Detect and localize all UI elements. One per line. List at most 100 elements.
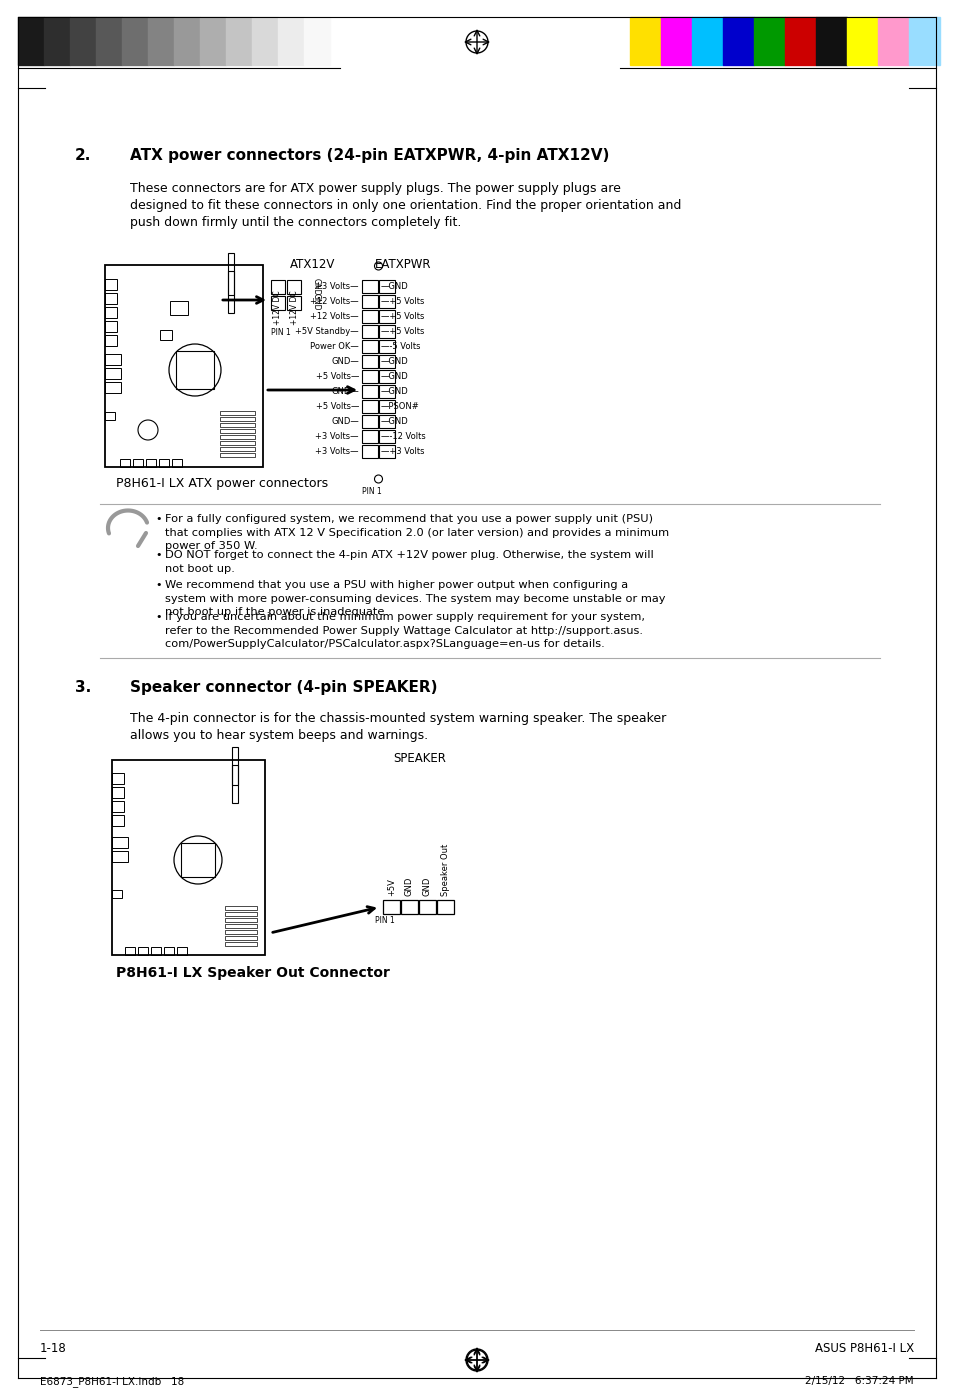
Bar xyxy=(112,814,124,825)
Bar xyxy=(225,906,256,910)
Bar xyxy=(160,330,172,340)
Bar xyxy=(220,411,254,415)
Bar xyxy=(277,17,304,65)
Text: GND: GND xyxy=(312,294,320,310)
Bar xyxy=(287,296,301,310)
Bar xyxy=(361,400,377,413)
Bar xyxy=(125,947,135,955)
Bar xyxy=(96,17,122,65)
Bar xyxy=(159,459,169,466)
Text: +5V Standby—: +5V Standby— xyxy=(295,327,358,335)
Bar xyxy=(226,17,252,65)
Text: P8H61-I LX ATX power connectors: P8H61-I LX ATX power connectors xyxy=(116,477,328,490)
Text: system with more power-consuming devices. The system may become unstable or may: system with more power-consuming devices… xyxy=(165,593,665,604)
Bar xyxy=(378,310,395,323)
Bar xyxy=(378,340,395,354)
Bar xyxy=(361,386,377,398)
Bar xyxy=(105,264,263,466)
Bar xyxy=(132,459,143,466)
Bar xyxy=(200,17,226,65)
Text: com/PowerSupplyCalculator/PSCalculator.aspx?SLanguage=en-us for details.: com/PowerSupplyCalculator/PSCalculator.a… xyxy=(165,639,604,649)
Bar xyxy=(361,355,377,367)
Text: Speaker connector (4-pin SPEAKER): Speaker connector (4-pin SPEAKER) xyxy=(130,681,437,695)
Text: +3 Volts—: +3 Volts— xyxy=(315,432,358,441)
Text: allows you to hear system beeps and warnings.: allows you to hear system beeps and warn… xyxy=(130,729,428,742)
Bar xyxy=(722,17,753,65)
Text: DO NOT forget to connect the 4-pin ATX +12V power plug. Otherwise, the system wi: DO NOT forget to connect the 4-pin ATX +… xyxy=(165,550,653,560)
Bar xyxy=(361,324,377,338)
Bar xyxy=(112,773,124,784)
Text: E6873_P8H61-I LX.indb   18: E6873_P8H61-I LX.indb 18 xyxy=(40,1377,184,1386)
Text: EATXPWR: EATXPWR xyxy=(375,258,431,271)
Bar xyxy=(112,889,122,898)
Text: designed to fit these connectors in only one orientation. Find the proper orient: designed to fit these connectors in only… xyxy=(130,199,680,212)
Text: GND—: GND— xyxy=(331,387,358,395)
Text: PIN 1: PIN 1 xyxy=(375,916,395,926)
Bar xyxy=(220,429,254,433)
Text: We recommend that you use a PSU with higher power output when configuring a: We recommend that you use a PSU with hig… xyxy=(165,580,627,590)
Bar xyxy=(378,370,395,383)
Text: GND: GND xyxy=(405,877,414,896)
Text: —+5 Volts: —+5 Volts xyxy=(380,327,424,335)
Text: Power OK—: Power OK— xyxy=(310,342,358,351)
Bar xyxy=(436,901,454,915)
Text: —GND: —GND xyxy=(380,387,408,395)
Bar xyxy=(225,924,256,928)
Text: 2/15/12   6:37:24 PM: 2/15/12 6:37:24 PM xyxy=(804,1377,913,1386)
Bar xyxy=(378,386,395,398)
Bar xyxy=(112,760,265,955)
Bar xyxy=(173,17,200,65)
Bar xyxy=(105,367,121,379)
Bar xyxy=(361,280,377,292)
Bar xyxy=(660,17,691,65)
Bar xyxy=(105,335,117,347)
Bar xyxy=(378,415,395,427)
Bar xyxy=(378,445,395,458)
Text: For a fully configured system, we recommend that you use a power supply unit (PS: For a fully configured system, we recomm… xyxy=(165,514,652,523)
Bar xyxy=(105,322,117,333)
Bar xyxy=(220,418,254,420)
Text: GND—: GND— xyxy=(331,356,358,366)
Bar xyxy=(361,370,377,383)
Bar xyxy=(287,280,301,294)
Text: 2.: 2. xyxy=(75,148,91,163)
Bar xyxy=(148,17,173,65)
Bar xyxy=(252,17,277,65)
Bar xyxy=(44,17,70,65)
Text: refer to the Recommended Power Supply Wattage Calculator at http://support.asus.: refer to the Recommended Power Supply Wa… xyxy=(165,625,642,636)
Text: ATX power connectors (24-pin EATXPWR, 4-pin ATX12V): ATX power connectors (24-pin EATXPWR, 4-… xyxy=(130,148,609,163)
Bar xyxy=(271,280,285,294)
Bar xyxy=(220,447,254,451)
Bar xyxy=(378,295,395,308)
Bar xyxy=(170,301,188,315)
Text: +5V: +5V xyxy=(387,878,395,896)
Text: +12 Volts—: +12 Volts— xyxy=(310,312,358,322)
Bar xyxy=(418,901,436,915)
Bar xyxy=(815,17,846,65)
Bar xyxy=(378,280,395,292)
Text: P8H61-I LX Speaker Out Connector: P8H61-I LX Speaker Out Connector xyxy=(116,966,390,980)
Text: •: • xyxy=(154,550,161,560)
Bar xyxy=(70,17,96,65)
Bar xyxy=(361,340,377,354)
Text: +12V DC: +12V DC xyxy=(291,291,299,326)
Bar xyxy=(105,354,121,365)
Bar xyxy=(753,17,784,65)
Bar xyxy=(105,412,115,420)
Bar xyxy=(225,912,256,916)
Text: If you are uncertain about the minimum power supply requirement for your system,: If you are uncertain about the minimum p… xyxy=(165,612,644,622)
Text: PIN 1: PIN 1 xyxy=(361,487,381,496)
Bar xyxy=(122,17,148,65)
Bar xyxy=(138,947,148,955)
Bar xyxy=(105,381,121,393)
Text: GND: GND xyxy=(422,877,432,896)
Bar xyxy=(361,445,377,458)
Bar xyxy=(228,271,233,313)
Bar xyxy=(691,17,722,65)
Text: •: • xyxy=(154,580,161,590)
Bar xyxy=(378,400,395,413)
Text: —PSON#: —PSON# xyxy=(380,402,419,411)
Bar xyxy=(378,324,395,338)
Bar xyxy=(908,17,939,65)
Bar xyxy=(361,415,377,427)
